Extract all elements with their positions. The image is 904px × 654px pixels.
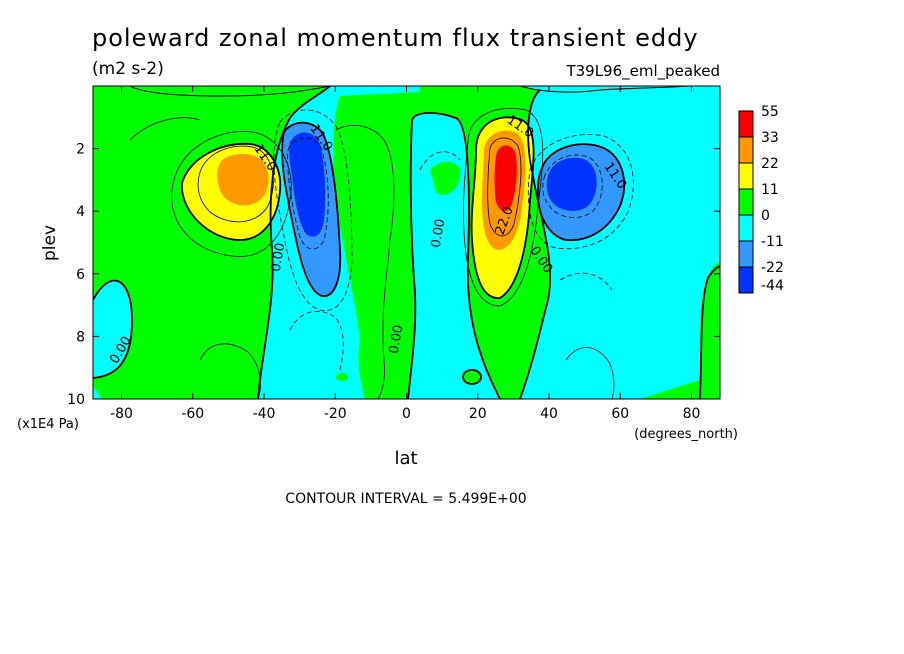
x-tick-label: -20	[324, 406, 347, 422]
chart-subtitle: (m2 s-2)	[92, 59, 164, 79]
colorbar-swatch	[738, 110, 754, 138]
colorbar-label: -22	[761, 260, 784, 276]
region-neg-equator-band	[408, 113, 500, 399]
x-tick-label: 40	[540, 406, 558, 422]
colorbar-swatch	[738, 214, 754, 242]
x-tick-label: 0	[402, 406, 411, 422]
x-axis-units: (degrees_north)	[634, 427, 738, 442]
colorbar-label: -11	[761, 234, 784, 250]
run-label: T39L96_eml_peaked	[565, 62, 720, 81]
x-tick-label: -80	[110, 406, 133, 422]
colorbar-legend: 55 33 22 11 0 -11 -22 -44	[738, 104, 784, 294]
y-axis-label: plev	[40, 225, 60, 261]
contour-label: 0.00	[269, 242, 289, 273]
y-tick-label: 8	[76, 329, 85, 345]
colorbar-label: 33	[761, 130, 779, 146]
colorbar-swatch	[738, 136, 754, 164]
region-neg-nh-core	[546, 157, 597, 211]
colorbar-label: 11	[761, 182, 779, 198]
region-neg-sh-band	[120, 86, 420, 399]
x-tick-label: 20	[469, 406, 487, 422]
x-axis: -80 -60 -40 -20 0 20 40 60 80	[110, 86, 700, 422]
colorbar-swatch	[738, 240, 754, 268]
plot-area	[93, 86, 720, 399]
y-tick-label: 2	[76, 142, 85, 158]
y-tick-label: 4	[76, 204, 85, 220]
x-tick-label: 60	[611, 406, 629, 422]
contour-label: 0.00	[387, 324, 407, 355]
colorbar-label: 55	[761, 104, 779, 120]
y-axis: 2 4 6 8 10	[67, 142, 720, 408]
colorbar-swatch	[738, 188, 754, 216]
region-neg-sh-core	[289, 132, 326, 237]
region-neg-sh-lower	[93, 280, 132, 378]
region-pos-nh-core	[494, 145, 517, 212]
colorbar-label: 22	[761, 156, 779, 172]
contour-label: 0.00	[429, 218, 449, 249]
colorbar-label: -44	[761, 278, 784, 294]
region-neg-nh-band	[520, 86, 720, 399]
region-pos-nh-island	[700, 266, 720, 399]
colorbar-label: 0	[761, 208, 770, 224]
contour-interval-note: CONTOUR INTERVAL = 5.499E+00	[285, 491, 526, 507]
x-tick-label: 80	[683, 406, 701, 422]
x-tick-label: -40	[253, 406, 276, 422]
colorbar-swatch	[738, 162, 754, 190]
x-tick-label: -60	[181, 406, 204, 422]
x-axis-label: lat	[394, 448, 417, 469]
y-tick-label: 6	[76, 267, 85, 283]
colorbar-swatch	[738, 266, 754, 294]
y-axis-units: (x1E4 Pa)	[17, 417, 79, 432]
region-pos-sh-core	[217, 154, 269, 206]
y-tick-label: 10	[67, 392, 85, 408]
chart-title: poleward zonal momentum flux transient e…	[92, 24, 699, 52]
